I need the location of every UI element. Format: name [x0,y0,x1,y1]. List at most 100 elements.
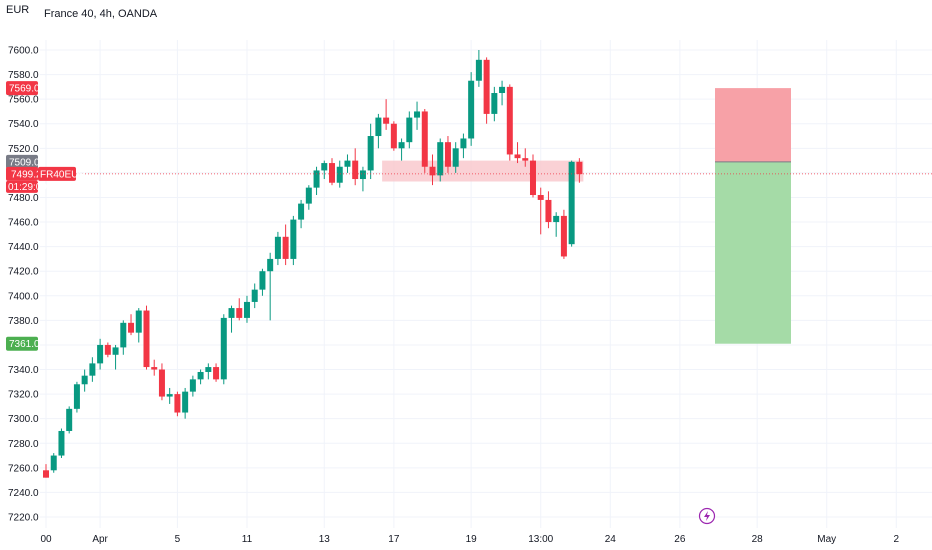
candle[interactable] [460,133,467,159]
candle[interactable] [143,305,150,370]
target-price-badge[interactable]: 7361.0 [6,336,40,351]
candle[interactable] [112,344,119,370]
candle[interactable] [576,158,583,183]
support-zone-rect[interactable] [382,160,584,182]
candle[interactable] [506,84,513,161]
candle[interactable] [220,314,227,385]
candles[interactable] [43,50,583,478]
candle[interactable] [213,363,220,382]
y-tick-label: 7260.0 [8,463,39,474]
candle-body [398,142,405,149]
candle[interactable] [267,252,274,321]
candle[interactable] [352,148,359,186]
candle[interactable] [81,369,88,392]
candle[interactable] [298,199,305,229]
candle[interactable] [390,121,397,151]
candle[interactable] [483,57,490,124]
candle[interactable] [151,359,158,376]
candle[interactable] [375,113,382,149]
candle[interactable] [243,295,250,323]
candle[interactable] [174,391,181,417]
candle[interactable] [158,363,165,401]
candle[interactable] [545,191,552,229]
candle-body [359,170,366,180]
candle[interactable] [128,314,135,336]
candle[interactable] [274,231,281,266]
candle[interactable] [282,224,289,266]
candle[interactable] [383,99,390,130]
candle[interactable] [414,101,421,130]
candle[interactable] [529,154,536,198]
take-profit-area[interactable] [715,161,791,344]
x-tick-label: 24 [605,534,617,545]
candle[interactable] [321,160,328,180]
candle-body [282,236,289,259]
candle[interactable] [166,387,173,404]
candle[interactable] [367,123,374,180]
candle[interactable] [97,338,104,370]
candle[interactable] [553,212,560,237]
y-tick-label: 7420.0 [8,267,39,278]
stop-price-badge[interactable]: 7569.0 [6,81,40,96]
candle[interactable] [359,166,366,192]
candle[interactable] [560,209,567,259]
y-tick-label: 7220.0 [8,513,39,524]
candle[interactable] [228,305,235,333]
candle-body [143,310,150,368]
candle[interactable] [73,381,80,413]
lightning-icon[interactable] [698,507,716,525]
candle[interactable] [522,148,529,167]
candle[interactable] [120,320,127,355]
candle[interactable] [43,464,49,478]
candle[interactable] [444,136,451,173]
x-tick-label: 11 [242,534,253,545]
candle-body [89,363,96,376]
y-axis[interactable]: 7220.0 7240.0 7260.0 7280.0 7300.0 7320.0 7340… [6,46,86,524]
candle[interactable] [189,375,196,397]
candle[interactable] [344,154,351,173]
candle[interactable] [329,158,336,186]
candle[interactable] [290,215,297,266]
candle[interactable] [475,50,482,87]
candle[interactable] [537,187,544,235]
candle[interactable] [429,154,436,186]
candle[interactable] [205,363,212,380]
candle-body [158,369,165,397]
candle[interactable] [452,142,459,173]
candle[interactable] [499,80,506,106]
candle-body [251,289,258,302]
candle[interactable] [421,108,428,173]
short-position-tool[interactable] [715,88,791,344]
y-tick-label: 7380.0 [8,316,39,327]
candle[interactable] [50,453,57,473]
candle-body [151,367,158,370]
candle-body [560,215,567,257]
stop-loss-area[interactable] [715,88,791,162]
candle[interactable] [251,283,258,309]
candle[interactable] [406,111,413,149]
candle[interactable] [259,268,266,296]
candle[interactable] [236,298,243,321]
candle[interactable] [197,369,204,385]
candle[interactable] [491,86,498,122]
candle-body [483,59,490,114]
candle[interactable] [305,185,312,210]
candle[interactable] [437,138,444,182]
candle[interactable] [58,428,65,459]
candle[interactable] [313,166,320,196]
candle[interactable] [336,160,343,188]
candle[interactable] [568,160,575,247]
candle[interactable] [398,138,405,161]
candle[interactable] [89,357,96,382]
candle[interactable] [182,387,189,419]
candle[interactable] [514,142,521,164]
candle-body [329,163,336,183]
candle[interactable] [468,72,475,146]
entry-price-badge[interactable]: 7509.0 [6,154,40,169]
candle[interactable] [135,308,142,343]
candle[interactable] [104,342,111,358]
candle[interactable] [66,406,73,434]
